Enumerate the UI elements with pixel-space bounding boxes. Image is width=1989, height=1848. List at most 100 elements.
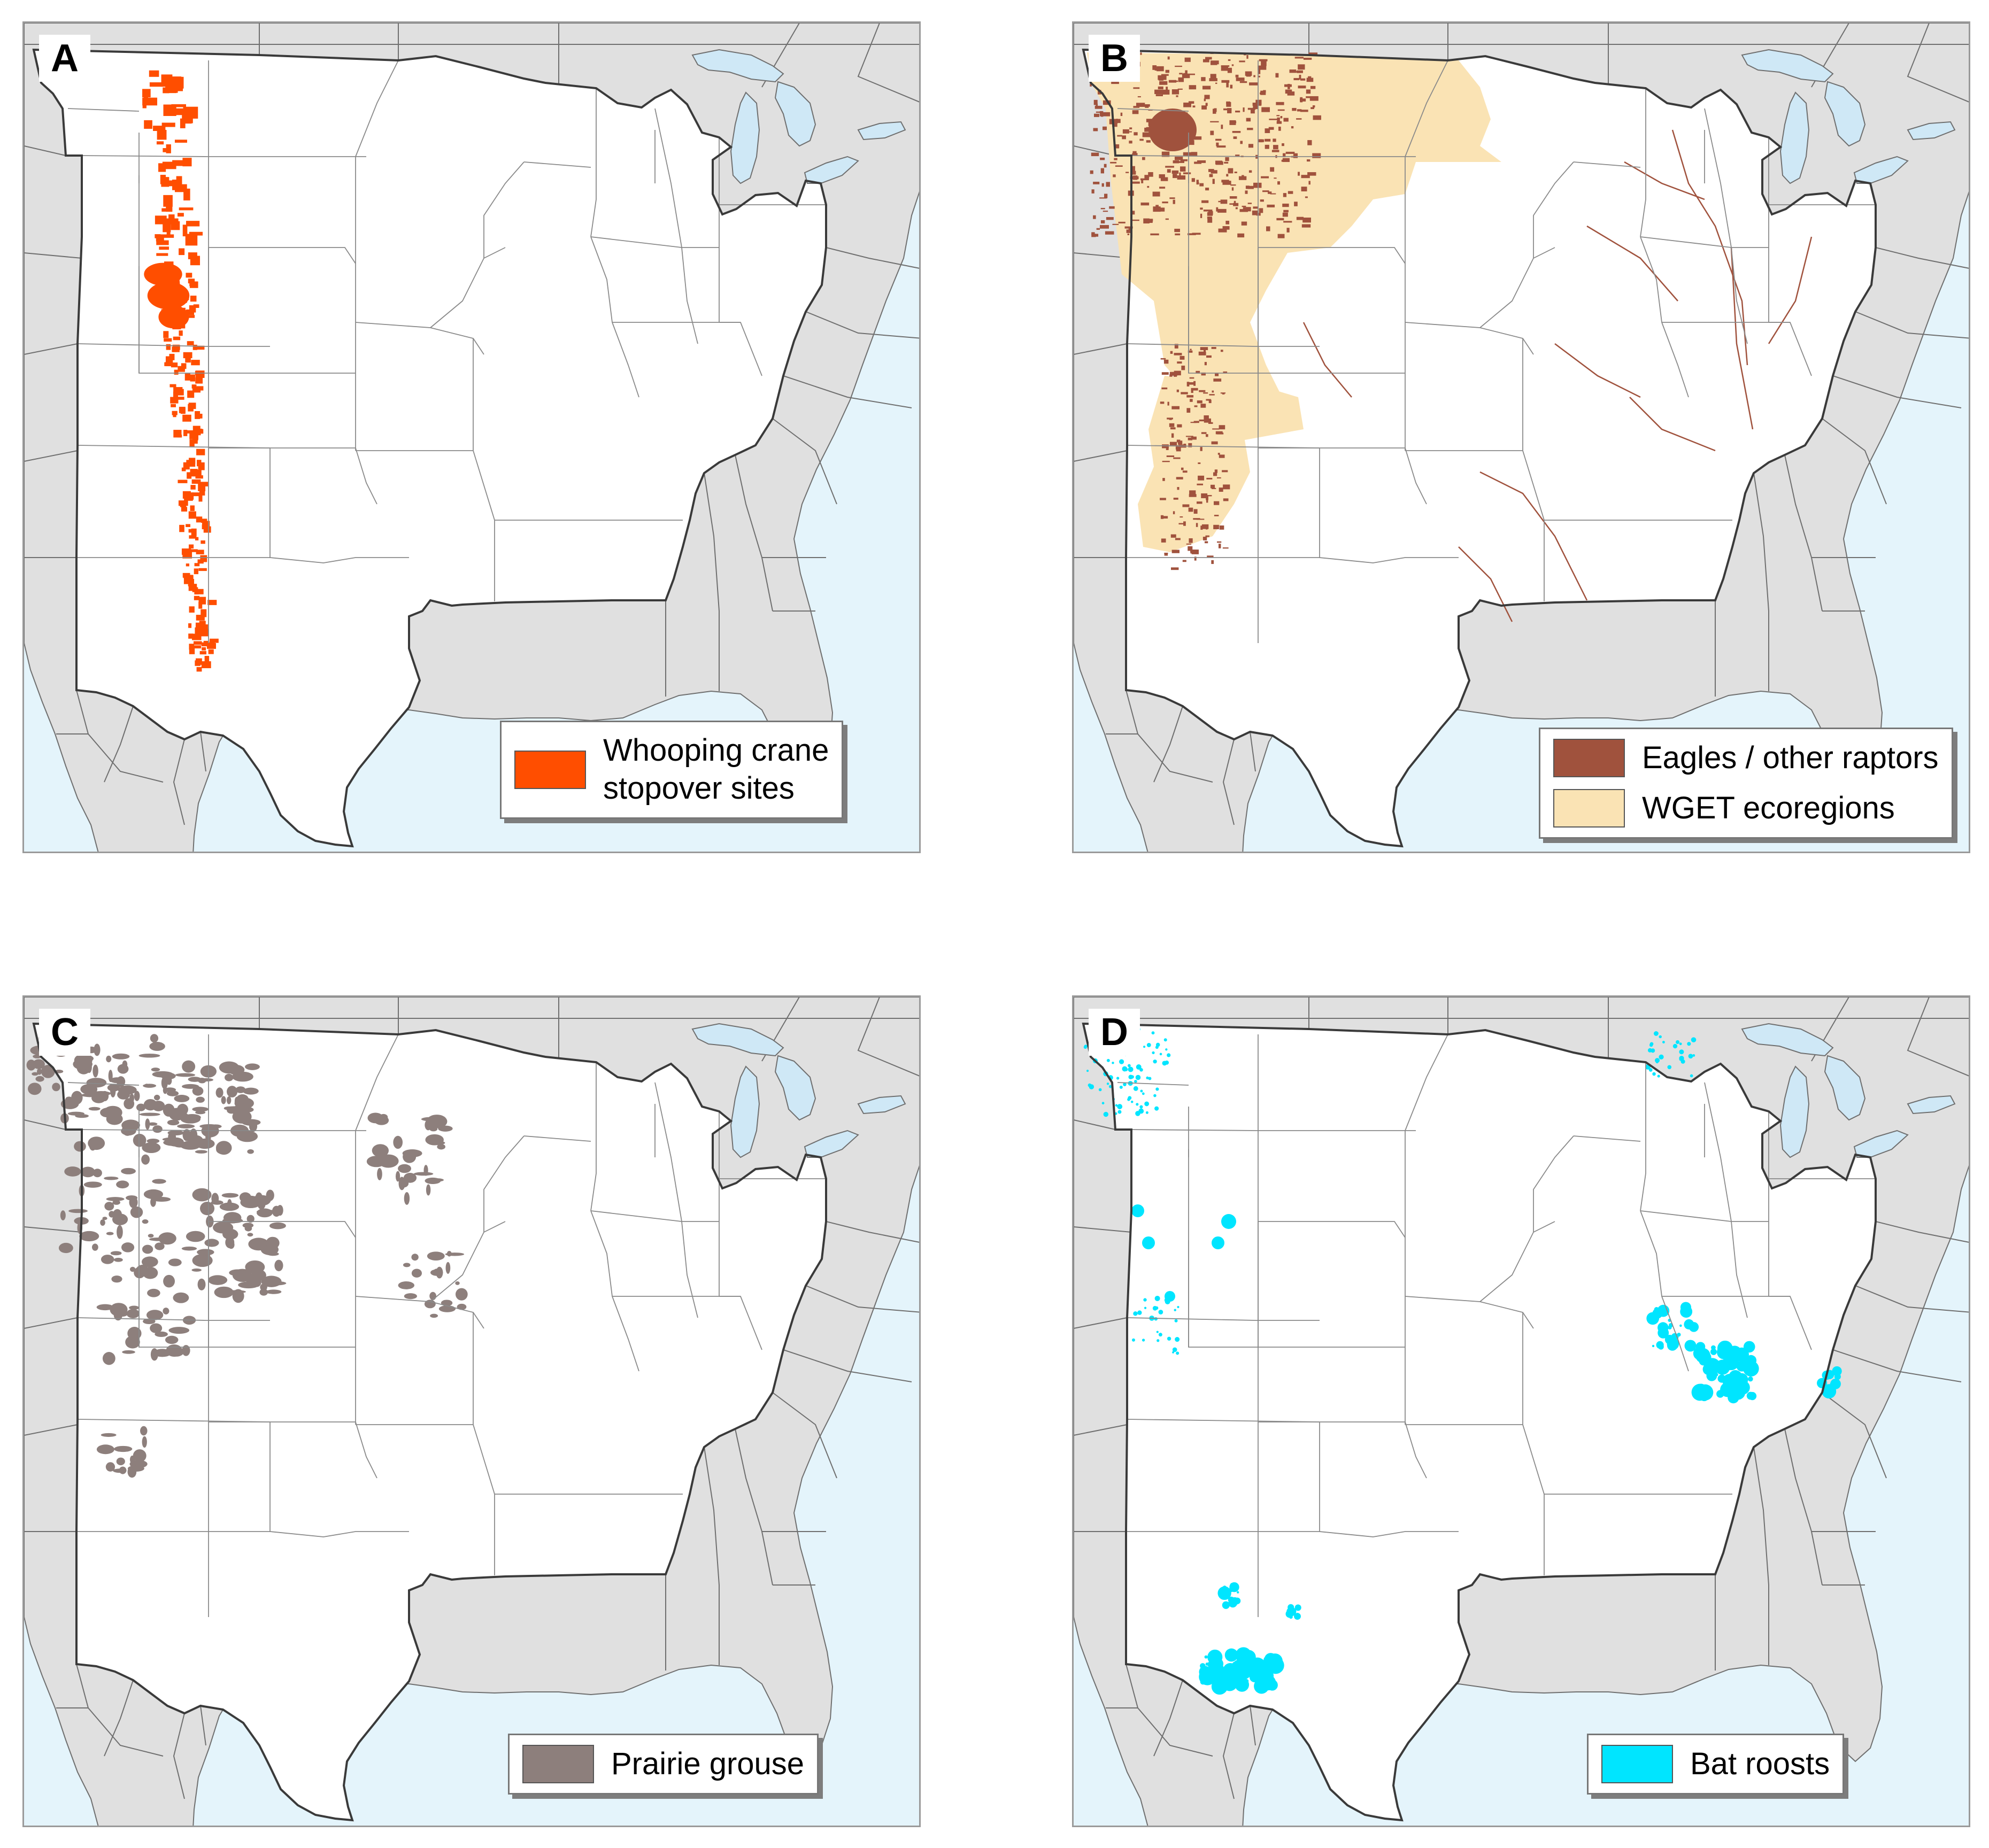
raptor-area bbox=[1175, 80, 1178, 82]
grouse-area bbox=[221, 1193, 239, 1198]
bat-roost bbox=[1142, 1339, 1145, 1342]
raptor-area bbox=[1287, 91, 1295, 96]
bat-roost bbox=[1652, 1308, 1663, 1319]
state-border-line bbox=[1405, 60, 1448, 157]
bat-roost bbox=[1152, 1051, 1155, 1054]
raptor-area bbox=[1114, 158, 1117, 160]
raptor-area bbox=[1203, 210, 1213, 212]
raptor-area bbox=[1177, 88, 1183, 90]
raptor-area bbox=[1278, 126, 1281, 131]
grouse-area bbox=[136, 1264, 149, 1277]
raptor-area bbox=[1294, 57, 1304, 59]
raptor-area bbox=[1093, 128, 1098, 132]
raptor-area bbox=[1105, 231, 1114, 235]
raptor-area bbox=[1226, 82, 1229, 88]
eagle-raptor-areas bbox=[1090, 52, 1321, 570]
grouse-area bbox=[101, 1255, 114, 1264]
raptor-area bbox=[1157, 66, 1164, 72]
raptor-area bbox=[1235, 154, 1240, 157]
raptor-area bbox=[1255, 99, 1262, 105]
grouse-area bbox=[276, 1204, 283, 1216]
raptor-area bbox=[1188, 507, 1193, 512]
bat-roost bbox=[1153, 1060, 1157, 1064]
legend-item-whooping-crane: Whooping crane stopover sites bbox=[514, 732, 829, 808]
grouse-area bbox=[167, 1130, 184, 1135]
raptor-area bbox=[1162, 461, 1170, 462]
grouse-area bbox=[200, 1202, 215, 1216]
outside-border-line bbox=[173, 739, 185, 825]
stopover-site bbox=[161, 79, 167, 86]
outside-border-line bbox=[1222, 1713, 1235, 1799]
raptor-area bbox=[1206, 399, 1211, 401]
wget-ecoregions bbox=[1087, 52, 1501, 552]
state-border-line bbox=[1704, 108, 1732, 248]
raptor-area bbox=[1188, 350, 1193, 353]
bat-roost bbox=[1139, 1068, 1143, 1072]
state-border-line bbox=[1640, 1210, 1769, 1222]
bat-roost bbox=[1830, 1378, 1841, 1389]
stopover-site bbox=[160, 175, 166, 184]
raptor-area bbox=[1175, 445, 1178, 450]
raptor-area bbox=[1218, 200, 1226, 203]
grouse-area bbox=[214, 1286, 234, 1298]
stopover-site bbox=[195, 428, 202, 434]
raptor-area bbox=[1235, 121, 1237, 123]
lake bbox=[1779, 91, 1810, 184]
lake bbox=[1824, 81, 1866, 147]
bat-roost bbox=[1163, 1038, 1167, 1042]
bat-roost bbox=[1263, 1681, 1269, 1686]
stopover-site bbox=[196, 615, 205, 621]
outside-borders bbox=[24, 23, 919, 825]
raptor-area bbox=[1160, 515, 1164, 519]
panel-label-c: C bbox=[39, 1009, 90, 1056]
raptor-area bbox=[1132, 153, 1138, 156]
raptor-area bbox=[1197, 483, 1204, 485]
bat-roost bbox=[1679, 1057, 1683, 1061]
bat-roost bbox=[1212, 1672, 1224, 1684]
grouse-area bbox=[104, 1176, 119, 1180]
grouse-area bbox=[173, 1292, 189, 1303]
grouse-area bbox=[228, 1241, 235, 1249]
grouse-area bbox=[189, 1135, 203, 1146]
stopover-site bbox=[195, 627, 203, 636]
raptor-area bbox=[1306, 159, 1310, 162]
grouse-area bbox=[88, 1107, 101, 1111]
raptor-area bbox=[1248, 144, 1254, 148]
raptor-area bbox=[1171, 550, 1179, 553]
raptor-area bbox=[1216, 142, 1219, 146]
stopover-site bbox=[189, 535, 197, 539]
raptor-area bbox=[1118, 221, 1125, 223]
raptor-area bbox=[1253, 75, 1255, 78]
lake bbox=[691, 1023, 784, 1057]
raptor-area bbox=[1122, 129, 1129, 134]
bat-roost bbox=[1177, 1305, 1179, 1309]
bat-roost bbox=[1664, 1334, 1675, 1344]
bat-roost bbox=[1086, 1070, 1089, 1072]
bat-roost bbox=[1230, 1587, 1235, 1591]
raptor-area bbox=[1169, 197, 1175, 199]
legend-item-prairie-grouse: Prairie grouse bbox=[522, 1745, 804, 1783]
grouse-area bbox=[68, 1209, 88, 1213]
grouse-area bbox=[366, 1156, 386, 1167]
stopover-site bbox=[186, 221, 200, 227]
stopover-site bbox=[183, 352, 192, 359]
grouse-area bbox=[148, 1234, 154, 1238]
raptor-area bbox=[1209, 78, 1217, 81]
raptor-area bbox=[1126, 229, 1132, 233]
raptor-area bbox=[1221, 125, 1223, 129]
stopover-site bbox=[195, 345, 205, 350]
grouse-area bbox=[174, 1095, 190, 1102]
grouse-area bbox=[113, 1468, 127, 1473]
ecoregion-south bbox=[1138, 376, 1304, 552]
grouse-area bbox=[151, 1068, 160, 1072]
stopover-site bbox=[178, 435, 182, 438]
grouse-area bbox=[148, 1122, 158, 1126]
state-border-line bbox=[430, 247, 506, 328]
raptor-area bbox=[1239, 209, 1248, 212]
bat-roost bbox=[1217, 1654, 1222, 1659]
grouse-area bbox=[222, 1228, 238, 1240]
raptor-area bbox=[1221, 80, 1230, 83]
grouse-area bbox=[143, 1318, 156, 1325]
legend-d: Bat roosts bbox=[1587, 1734, 1845, 1795]
raptor-area bbox=[1145, 104, 1149, 108]
